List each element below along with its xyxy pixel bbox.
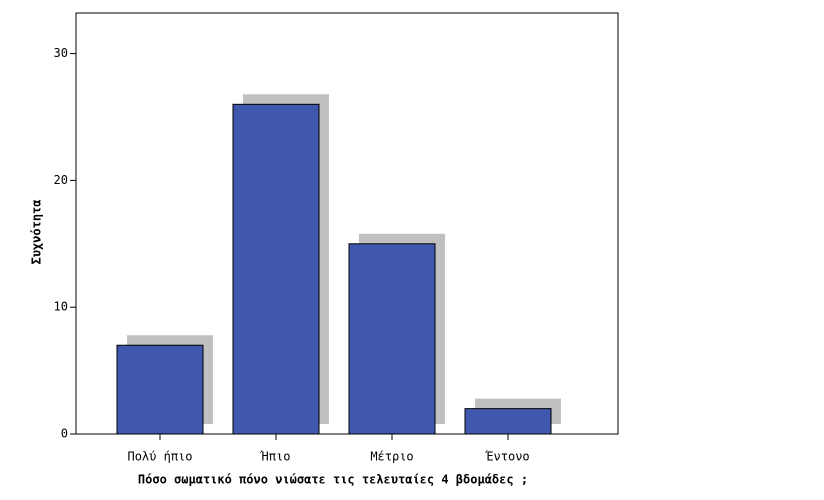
x-tick-label: Ήπιο <box>260 450 291 464</box>
bar <box>348 243 436 435</box>
x-axis-title: Πόσο σωματικό πόνο νιώσατε τις τελευταίε… <box>138 473 528 487</box>
x-tick-label: Μέτριο <box>370 450 413 464</box>
bar <box>116 344 204 435</box>
x-tick-label: Πολύ ήπιο <box>127 450 192 464</box>
x-tick-label: Έντονο <box>484 450 529 464</box>
y-tick-label: 20 <box>54 173 68 187</box>
y-tick-label: 30 <box>54 46 68 60</box>
y-axis-title: Συχνότητα <box>30 199 44 264</box>
y-tick-label: 0 <box>61 427 68 441</box>
y-tick-label: 10 <box>54 300 68 314</box>
bar <box>232 103 320 435</box>
bar <box>464 408 552 435</box>
